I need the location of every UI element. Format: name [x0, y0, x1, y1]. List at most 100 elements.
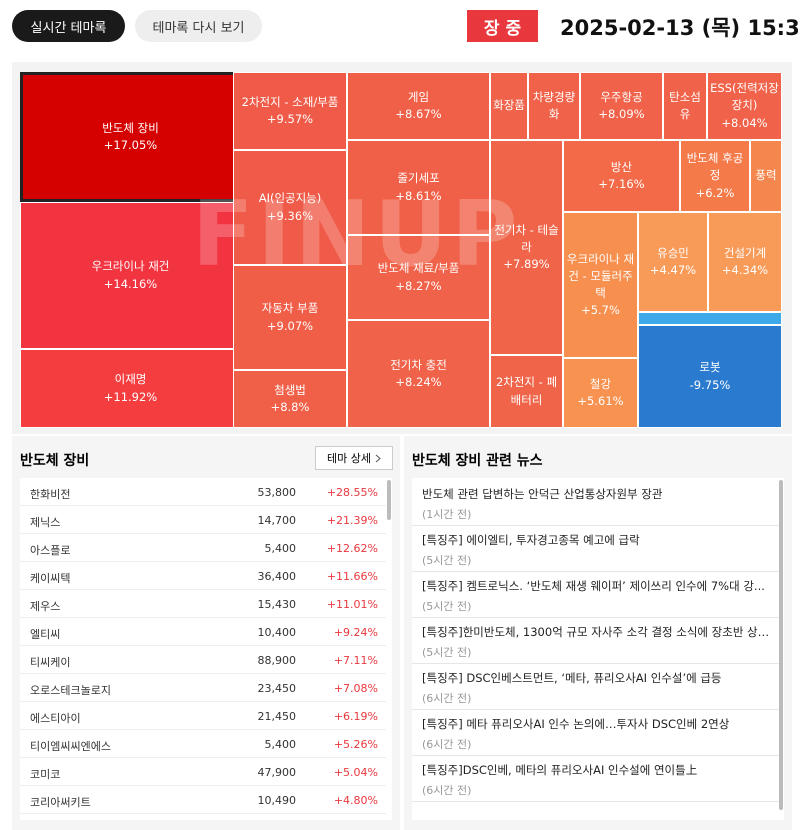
stock-name: 코미코 — [30, 768, 61, 781]
stock-row[interactable]: 엘티씨 10,400 +9.24% — [20, 618, 386, 646]
news-title: [특징주] 에이엘티, 투자경고종목 예고에 급락 — [422, 533, 640, 547]
stock-name: 에스티아이 — [30, 712, 81, 725]
tile-name: ESS(전력저장장치) — [710, 81, 779, 113]
news-item[interactable]: 반도체 관련 답변하는 안덕근 산업통상자원부 장관 (1시간 전) — [412, 480, 782, 526]
news-item[interactable]: [특징주] 켐트로닉스. ‘반도체 재생 웨이퍼’ 제이쓰리 인수에 7%대 강… — [412, 572, 782, 618]
tile-name: 자동차 부품 — [261, 301, 319, 316]
news-title: [특징주]DSC인베, 메타의 퓨리오사AI 인수설에 연이틀上 — [422, 763, 698, 777]
stock-price: 10,490 — [257, 794, 297, 807]
tile-change: +8.24% — [395, 375, 442, 389]
news-time: (6시간 전) — [422, 692, 472, 705]
tile-name: 2차전지 - 폐배터리 — [495, 375, 558, 407]
stock-row[interactable]: 제우스 15,430 +11.01% — [20, 590, 386, 618]
tile-name: 반도체 후공정 — [686, 151, 744, 183]
stock-change: +12.62% — [326, 542, 378, 555]
theme-tile[interactable]: 철강 +5.61% — [563, 358, 638, 428]
tab-active[interactable]: 실시간 테마록 — [12, 10, 125, 42]
news-time: (5시간 전) — [422, 600, 472, 613]
tile-change: +17.05% — [103, 138, 158, 152]
stock-row[interactable]: 케이씨텍 36,400 +11.66% — [20, 562, 386, 590]
theme-tile[interactable]: 반도체 장비 +17.05% — [20, 72, 241, 202]
theme-tile[interactable]: 화장품 — [490, 72, 528, 140]
news-item[interactable]: [특징주] DSC인베스트먼트, ‘메타, 퓨리오사AI 인수설’에 급등 (6시… — [412, 664, 782, 710]
tile-name: 방산 — [610, 159, 633, 174]
theme-tile[interactable]: 첨생법 +8.8% — [233, 370, 347, 428]
tile-name: 전기차 충전 — [390, 357, 447, 372]
stock-change: +28.55% — [326, 486, 378, 499]
theme-tile[interactable]: 반도체 후공정 +6.2% — [680, 140, 750, 212]
tile-change: +11.92% — [103, 389, 158, 404]
tile-name: 2차전지 - 소재/부품 — [241, 94, 339, 109]
theme-tile[interactable]: AI(인공지능) +9.36% — [233, 150, 347, 265]
theme-tile[interactable]: 전기차 - 테슬라 +7.89% — [490, 140, 563, 355]
tile-name: 우크라이나 재건 — [91, 259, 170, 274]
news-item[interactable]: [특징주]DSC인베, 메타의 퓨리오사AI 인수설에 연이틀上 (6시간 전) — [412, 756, 782, 802]
stock-row[interactable]: 코미코 47,900 +5.04% — [20, 758, 386, 786]
stock-change: +7.11% — [333, 654, 378, 667]
stock-price: 47,900 — [257, 766, 297, 779]
news-item[interactable]: [특징주]한미반도체, 1300억 규모 자사주 소각 결정 소식에 장초반 상… — [412, 618, 782, 664]
tile-name: 줄기세포 — [397, 171, 440, 186]
theme-tile[interactable]: 2차전지 - 폐배터리 — [490, 355, 563, 428]
stock-row[interactable]: 제닉스 14,700 +21.39% — [20, 506, 386, 534]
news-title: [특징주] DSC인베스트먼트, ‘메타, 퓨리오사AI 인수설’에 급등 — [422, 671, 722, 685]
tile-name: 차량경량화 — [532, 89, 576, 121]
stock-row[interactable]: 티이엠씨씨엔에스 5,400 +5.26% — [20, 730, 386, 758]
datetime: 2025-02-13 (목) 15:30 — [560, 16, 800, 40]
theme-tile[interactable]: 게임 +8.67% — [347, 72, 490, 140]
stock-price: 23,450 — [257, 682, 297, 695]
tile-name: 철강 — [589, 376, 612, 391]
theme-tile[interactable]: 건설기계 +4.34% — [708, 212, 782, 312]
tile-change: +8.67% — [395, 107, 442, 121]
tile-change: +9.36% — [266, 208, 314, 223]
news-list — [412, 478, 784, 820]
tile-name: 첨생법 — [274, 382, 306, 397]
stock-row[interactable]: 오로스테크놀로지 23,450 +7.08% — [20, 674, 386, 702]
news-item[interactable]: [특징주] 에이엘티, 투자경고종목 예고에 급락 (5시간 전) — [412, 526, 782, 572]
news-time: (6시간 전) — [422, 784, 472, 797]
theme-tile[interactable]: 2차전지 - 소재/부품 +9.57% — [233, 72, 347, 150]
stock-name: 한화비전 — [30, 488, 71, 501]
tile-name: AI(인공지능) — [258, 191, 322, 206]
news-time: (6시간 전) — [422, 738, 472, 751]
tile-name: 건설기계 — [723, 245, 767, 260]
tile-change: +8.61% — [395, 188, 442, 203]
stock-price: 36,400 — [257, 570, 297, 583]
stock-price: 53,800 — [257, 486, 297, 499]
tile-change: +5.61% — [577, 394, 624, 408]
stock-change: +5.04% — [333, 766, 378, 779]
scrollbar — [779, 480, 783, 810]
theme-tile[interactable]: ESS(전력저장장치) +8.04% — [707, 72, 782, 140]
stock-change: +11.01% — [326, 598, 378, 611]
tab[interactable]: 테마록 다시 보기 — [135, 10, 262, 42]
theme-tile[interactable]: 유승민 +4.47% — [638, 212, 708, 312]
theme-tile[interactable]: 반도체 재료/부품 +8.27% — [347, 235, 490, 320]
theme-tile[interactable]: 줄기세포 +8.61% — [347, 140, 490, 235]
stock-row[interactable]: 에스티아이 21,450 +6.19% — [20, 702, 386, 730]
theme-tile[interactable]: 로봇 -9.75% — [638, 325, 782, 428]
theme-tile[interactable]: 방산 +7.16% — [563, 140, 680, 212]
detail-button[interactable]: 테마 상세 — [315, 446, 393, 470]
stock-name: 엘티씨 — [30, 628, 61, 641]
theme-tile[interactable]: 차량경량화 — [528, 72, 580, 140]
chevron — [375, 454, 381, 462]
theme-tile[interactable]: 풍력 — [750, 140, 782, 212]
theme-tile[interactable]: 우크라이나 재건 - 모듈러주택 +5.7% — [563, 212, 638, 358]
stock-row[interactable]: 티씨케이 88,900 +7.11% — [20, 646, 386, 674]
stock-name: 오로스테크놀로지 — [30, 684, 111, 697]
stock-row[interactable]: 아스플로 5,400 +12.62% — [20, 534, 386, 562]
theme-tile[interactable]: 이재명 +11.92% — [20, 349, 241, 428]
theme-tile[interactable]: 우크라이나 재건 +14.16% — [20, 202, 241, 349]
stock-row[interactable]: 코리아써키트 10,490 +4.80% — [20, 786, 386, 814]
tile-name: 게임 — [407, 89, 430, 104]
news-item[interactable]: [특징주] 메타 퓨리오사AI 인수 논의에…투자사 DSC인베 2연상 (6시간… — [412, 710, 782, 756]
theme-tile[interactable]: 우주항공 +8.09% — [580, 72, 663, 140]
theme-tile[interactable]: 전기차 충전 +8.24% — [347, 320, 490, 428]
theme-tile[interactable]: 탄소섬유 — [663, 72, 707, 140]
tile-change: +4.47% — [649, 263, 697, 277]
stock-row[interactable]: 한화비전 53,800 +28.55% — [20, 478, 386, 506]
theme-tile[interactable]: 자동차 부품 +9.07% — [233, 265, 347, 370]
news-title: 반도체 관련 답변하는 안덕근 산업통상자원부 장관 — [422, 487, 663, 501]
stock-change: +7.08% — [333, 682, 378, 695]
news-time: (5시간 전) — [422, 554, 472, 567]
